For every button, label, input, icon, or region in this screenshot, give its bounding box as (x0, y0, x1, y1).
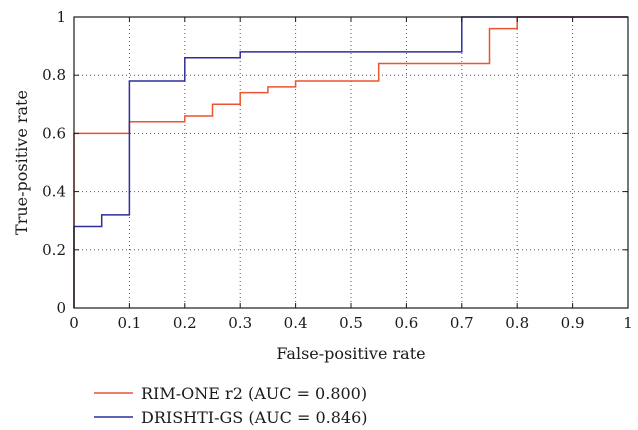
y-tick-label: 0.8 (42, 66, 66, 84)
y-axis-label: True-positive rate (12, 90, 31, 235)
legend: RIM-ONE r2 (AUC = 0.800) DRISHTI-GS (AUC … (94, 384, 367, 427)
x-tick-label: 0.6 (394, 314, 418, 332)
x-tick-label: 0 (69, 314, 79, 332)
y-tick-label: 0.6 (42, 124, 66, 142)
gridlines (74, 17, 628, 308)
plot-frame (73, 16, 629, 309)
y-tick-label: 0.2 (42, 241, 66, 259)
x-tick-label: 0.7 (450, 314, 474, 332)
y-tick-label: 0.4 (42, 183, 66, 201)
series-line-0 (73, 16, 628, 308)
x-tick-label: 0.9 (561, 314, 585, 332)
x-tick-label: 0.3 (228, 314, 252, 332)
x-tick-label: 0.2 (173, 314, 197, 332)
x-tick-label: 1 (623, 314, 633, 332)
legend-label-0: RIM-ONE r2 (AUC = 0.800) (141, 384, 367, 403)
series-lines (73, 16, 628, 308)
y-tick-label: 1 (56, 8, 66, 26)
x-tick-labels: 0 0.1 0.2 0.3 0.4 0.5 0.6 0.7 0.8 0.9 1 (69, 314, 633, 332)
legend-label-1: DRISHTI-GS (AUC = 0.846) (141, 408, 367, 427)
y-tick-label: 0 (56, 299, 66, 317)
x-tick-label: 0.1 (117, 314, 141, 332)
y-tick-labels: 0 0.2 0.4 0.6 0.8 1 (42, 8, 66, 317)
x-tick-label: 0.8 (505, 314, 529, 332)
axis-ticks (73, 16, 629, 309)
x-tick-label: 0.4 (284, 314, 308, 332)
series-line-1 (73, 16, 628, 308)
x-tick-label: 0.5 (339, 314, 363, 332)
x-axis-label: False-positive rate (276, 344, 425, 363)
